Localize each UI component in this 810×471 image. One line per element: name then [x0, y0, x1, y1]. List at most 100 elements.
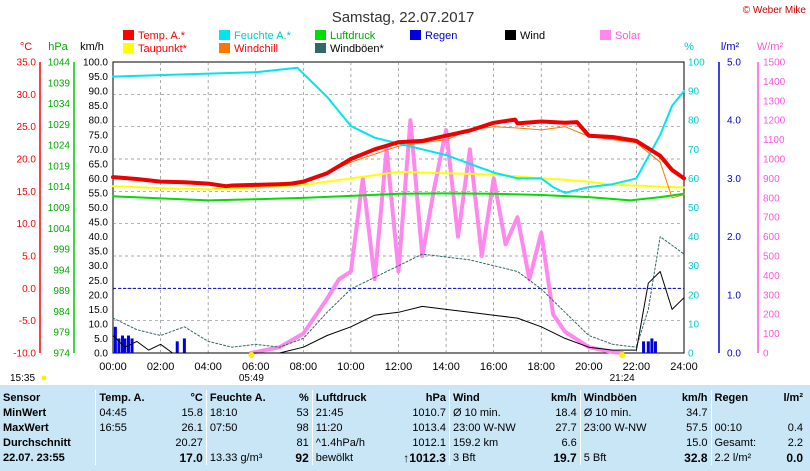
cell: 21:45 [311, 405, 387, 420]
axis-unit-label: % [684, 41, 694, 53]
hdr-temp: Temp. A. [95, 390, 163, 405]
rain-tick-label: 1.0 [727, 290, 741, 301]
temp-tick-label: 0.0 [22, 284, 36, 295]
legend-label: Luftdruck [330, 30, 376, 42]
cell: 13.33 g/m³ [205, 450, 287, 465]
wind-tick-label: 55.0 [89, 188, 109, 199]
humidity-tick-label: 100 [688, 58, 705, 69]
legend-label: Windchill [234, 43, 278, 55]
axis-unit-label: °C [20, 41, 32, 53]
cell: ^1.4hPa/h [311, 435, 387, 450]
sun-markers: 05:49 21:24 15:35 [10, 352, 635, 384]
wind-tick-label: 45.0 [89, 218, 109, 229]
pressure-tick-label: 1039 [48, 78, 71, 89]
legend-swatch [219, 30, 230, 40]
solar-tick-label: 300 [763, 290, 780, 301]
humidity-tick-label: 70 [688, 145, 700, 156]
weather-chart: Samstag, 22.07.2017 © Weber Mike Temp. A… [10, 5, 807, 384]
hdr-rain-unit: l/m² [783, 391, 803, 404]
wind-tick-label: 95.0 [89, 72, 109, 83]
hdr-press: Luftdruck [311, 390, 387, 405]
cell: bewölkt [311, 450, 387, 465]
series-line [249, 118, 625, 355]
cell [773, 405, 806, 420]
stats-row: MinWert 04:45 15.8 18:10 53 21:45 1010.7… [0, 405, 806, 420]
solar-tick-label: 1000 [763, 155, 786, 166]
x-tick-label: 02:00 [147, 361, 175, 373]
plot-grid [113, 62, 684, 353]
series-line [112, 192, 685, 202]
sunrise-icon [248, 352, 255, 358]
x-tick-label: 22:00 [623, 361, 651, 373]
cell: Gesamt: [710, 435, 773, 450]
pressure-tick-label: 1029 [48, 120, 71, 131]
humidity-tick-label: 60 [688, 174, 700, 185]
x-tick-label: 12:00 [385, 361, 413, 373]
cell [579, 435, 670, 450]
x-tick-label: 00:00 [99, 361, 127, 373]
x-tick-label: 04:00 [194, 361, 222, 373]
cell: 0.4 [787, 421, 803, 434]
rain-bar [130, 338, 134, 353]
sunset-label: 21:24 [610, 373, 635, 384]
cell: 57.5 [686, 421, 708, 434]
hdr-wind-unit: km/h [551, 391, 577, 404]
stats-table: Sensor Temp. A. °C Feuchte A. % Luftdruc… [0, 390, 806, 465]
wind-tick-label: 75.0 [89, 130, 109, 141]
cell: 07:50 [205, 420, 287, 435]
pressure-tick-label: 1019 [48, 161, 71, 172]
cell: 23:00 W-NW [448, 420, 539, 435]
cell: 2.2 [787, 436, 803, 449]
cell: 32.8 [684, 450, 708, 465]
wind-tick-label: 10.0 [89, 319, 109, 330]
humidity-tick-label: 30 [688, 261, 700, 272]
rain-bar [123, 338, 127, 353]
legend-swatch [600, 30, 611, 40]
axis-unit-label: l/m² [721, 41, 740, 53]
series-line [111, 117, 686, 189]
axis-unit-label: W/m² [757, 41, 784, 53]
cell: 20.27 [175, 436, 203, 449]
stats-row: Durchschnitt 20.27 81 ^1.4hPa/h 1012.1 1… [0, 435, 806, 450]
wind-tick-label: 90.0 [89, 87, 109, 98]
solar-tick-label: 500 [763, 252, 780, 263]
pressure-tick-label: 1004 [48, 224, 71, 235]
temp-tick-label: 20.0 [17, 155, 37, 166]
cell: 18.4 [555, 406, 577, 419]
humidity-tick-label: 40 [688, 232, 700, 243]
hdr-hum: Feuchte A. [205, 390, 287, 405]
pressure-tick-label: 1024 [48, 141, 71, 152]
solar-tick-label: 900 [763, 174, 780, 185]
wind-tick-label: 30.0 [89, 261, 109, 272]
cell: 16:55 [95, 420, 163, 435]
cell [205, 435, 287, 450]
humidity-tick-label: 80 [688, 116, 700, 127]
wind-tick-label: 40.0 [89, 232, 109, 243]
legend: Temp. A.* Feuchte A.* Luftdruck Regen Wind So… [123, 30, 641, 55]
temp-tick-label: 30.0 [17, 90, 37, 101]
legend-swatch [123, 43, 134, 53]
x-tick-label: 10:00 [337, 361, 365, 373]
wind-tick-label: 85.0 [89, 101, 109, 112]
cell: 2.2 l/m² [710, 450, 773, 465]
cell: 23:00 W-NW [579, 420, 670, 435]
x-tick-label: 18:00 [527, 361, 555, 373]
x-tick-label: 24:00 [670, 361, 698, 373]
rain-bar [650, 338, 654, 353]
cell: 92 [295, 450, 309, 465]
cell: 26.1 [181, 421, 203, 434]
solar-tick-label: 1300 [763, 96, 786, 107]
sunrise-label: 05:49 [239, 373, 264, 384]
solar-tick-label: 800 [763, 193, 780, 204]
cell: 15.0 [686, 436, 708, 449]
rain-bar [126, 335, 130, 353]
row-label: MaxWert [3, 421, 49, 434]
legend-swatch [219, 43, 230, 53]
legend-swatch [410, 30, 421, 40]
solar-tick-label: 1500 [763, 58, 786, 69]
stats-row: MaxWert 16:55 26.1 07:50 98 11:20 1013.4… [0, 420, 806, 435]
legend-swatch [123, 30, 134, 40]
wind-tick-label: 65.0 [89, 159, 109, 170]
cell: 1012.1 [412, 436, 446, 449]
solar-tick-label: 200 [763, 310, 780, 321]
